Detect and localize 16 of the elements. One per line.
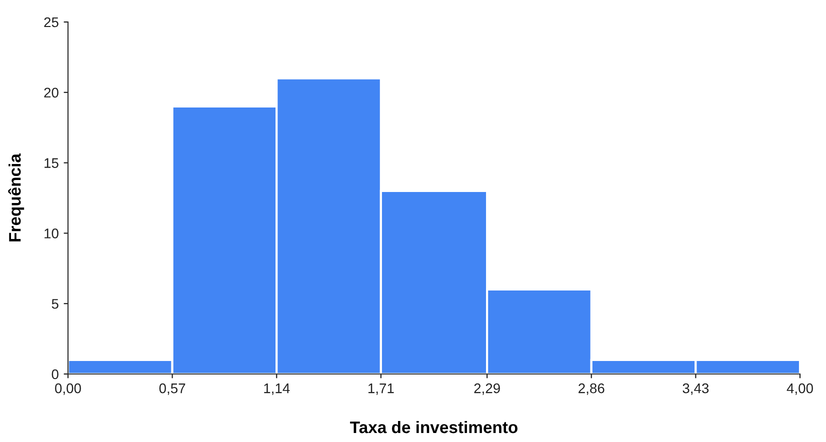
y-tick-label: 0 bbox=[52, 369, 58, 380]
x-tick-label: 3,43 bbox=[682, 383, 709, 395]
x-tick-label: 0,00 bbox=[55, 383, 81, 395]
y-tick-label: 5 bbox=[52, 299, 58, 309]
x-tick-label: 0,57 bbox=[159, 383, 186, 395]
x-tick-label: 2,86 bbox=[578, 383, 604, 395]
x-axis-title: Taxa de investimento bbox=[350, 420, 518, 434]
x-tick-label: 1,71 bbox=[368, 384, 394, 395]
x-tick-label: 1,14 bbox=[264, 384, 290, 395]
y-tick-label: 25 bbox=[44, 17, 58, 28]
x-tick-label: 2,29 bbox=[474, 383, 500, 395]
y-axis-title: Frequência bbox=[8, 153, 24, 242]
y-tick-label: 10 bbox=[44, 228, 58, 238]
y-tick-label: 15 bbox=[44, 158, 58, 168]
x-tick-label: 4,00 bbox=[786, 383, 813, 395]
y-tick-label: 20 bbox=[44, 88, 58, 98]
